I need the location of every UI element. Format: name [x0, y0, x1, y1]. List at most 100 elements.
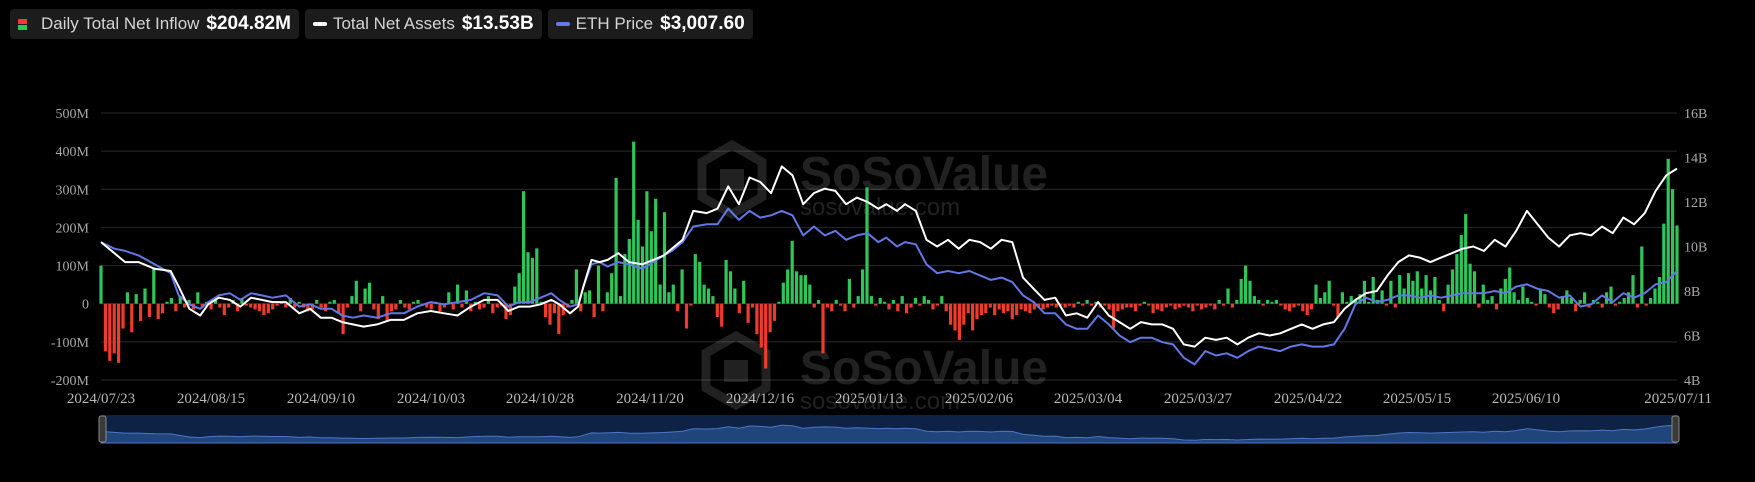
date-tick-label: 2025/01/13 [835, 391, 903, 407]
legend-assets-toggle[interactable]: Total Net Assets $13.53B [304, 9, 542, 39]
inflow-bar [614, 177, 618, 304]
inflow-bar [570, 299, 574, 304]
inflow-bar [1420, 288, 1424, 304]
series-lines [100, 165, 1678, 366]
inflow-bar [1649, 298, 1653, 304]
legend-bar: Daily Total Net Inflow $204.82M Total Ne… [10, 9, 753, 39]
inflow-bar [425, 303, 429, 308]
inflow-bar [949, 303, 953, 325]
inflow-bar [887, 303, 891, 310]
inflow-bar [1182, 303, 1186, 306]
inflow-bar [99, 265, 103, 304]
bar-swatch-icon [18, 18, 27, 30]
inflow-bar [883, 301, 887, 304]
inflow-bar [623, 254, 627, 304]
inflow-bar [1169, 303, 1173, 306]
date-tick-label: 2025/06/10 [1492, 391, 1560, 407]
inflow-bar [1503, 278, 1507, 304]
inflow-bar [918, 303, 922, 306]
inflow-bar [222, 303, 226, 316]
inflow-bar [781, 282, 785, 304]
inflow-bar [187, 299, 191, 304]
inflow-bar [1538, 288, 1543, 304]
inflow-bar [830, 303, 834, 312]
inflow-bar [1261, 303, 1265, 306]
inflow-bar [530, 257, 534, 304]
inflow-bar [777, 301, 781, 304]
inflow-bar [1534, 303, 1538, 306]
inflow-bar [1323, 292, 1327, 304]
legend-eth-toggle[interactable]: ETH Price $3,007.60 [547, 9, 753, 39]
legend-assets-label: Total Net Assets [332, 14, 455, 33]
inflow-bar [605, 292, 609, 304]
inflow-bar [931, 303, 935, 310]
inflow-bar [1362, 280, 1366, 304]
inflow-bar [293, 303, 297, 308]
inflow-bar [526, 252, 530, 304]
inflow-bar [244, 303, 248, 306]
inflow-bar [1657, 277, 1661, 304]
inflow-bar [839, 303, 843, 306]
inflow-bar [539, 301, 543, 304]
inflow-bar [121, 303, 125, 329]
inflow-bar [227, 303, 231, 308]
inflow-bar [209, 303, 213, 310]
inflow-bar [1274, 299, 1278, 304]
inflow-bar [737, 303, 741, 314]
inflow-bar [1406, 273, 1411, 304]
inflow-bar [746, 303, 750, 323]
inflow-bar [1675, 225, 1679, 304]
inflow-bar [1411, 280, 1415, 304]
inflow-bar [112, 303, 116, 354]
date-tick-label: 2024/12/16 [726, 391, 795, 407]
inflow-bar [997, 303, 1001, 310]
navigator-left-handle[interactable] [98, 415, 107, 443]
inflow-bar [1195, 303, 1199, 306]
legend-inflow-toggle[interactable]: Daily Total Net Inflow $204.82M [10, 9, 299, 39]
inflow-bar [1120, 303, 1124, 310]
inflow-bar [1367, 301, 1371, 304]
inflow-bar [1640, 246, 1644, 304]
inflow-bar [1560, 296, 1565, 304]
date-tick-label: 2025/07/11 [1644, 391, 1712, 407]
inflow-bar [693, 254, 697, 304]
inflow-bar [1270, 301, 1274, 304]
inflow-bar [1200, 303, 1204, 310]
inflow-bar [403, 303, 407, 308]
date-tick-label: 2025/05/15 [1383, 391, 1451, 407]
inflow-bar [1349, 296, 1353, 304]
inflow-bar [561, 303, 565, 316]
inflow-bar [1010, 303, 1014, 319]
inflow-bar [1032, 303, 1036, 310]
inflow-bar [240, 298, 244, 304]
inflow-bar [1230, 303, 1234, 308]
inflow-bar [1072, 303, 1076, 308]
inflow-bar [1371, 277, 1375, 304]
inflow-bar [447, 292, 451, 304]
inflow-bar [596, 265, 601, 304]
inflow-bar [1442, 303, 1446, 312]
range-navigator[interactable] [98, 415, 1680, 444]
left-tick-label: 0 [82, 298, 89, 313]
watermark-brand: SoSoValue [800, 342, 1048, 395]
inflow-bar [755, 303, 759, 335]
inflow-bar [1662, 223, 1666, 304]
inflow-bar [178, 296, 182, 304]
navigator-right-handle[interactable] [1671, 415, 1680, 443]
inflow-bar [1336, 303, 1340, 317]
inflow-bar [1164, 303, 1168, 308]
inflow-bar [1292, 303, 1296, 308]
inflow-bar [711, 296, 715, 304]
inflow-bar [196, 292, 200, 304]
inflow-bar [957, 303, 961, 340]
inflow-bar [412, 301, 416, 304]
inflow-bar [847, 278, 851, 304]
left-tick-label: 500M [56, 107, 90, 122]
inflow-bar [174, 303, 178, 312]
inflow-bar [1428, 290, 1433, 304]
inflow-bar [874, 303, 878, 306]
right-tick-label: 12B [1684, 196, 1707, 211]
inflow-bar [856, 296, 860, 304]
inflow-bar [1248, 280, 1252, 304]
